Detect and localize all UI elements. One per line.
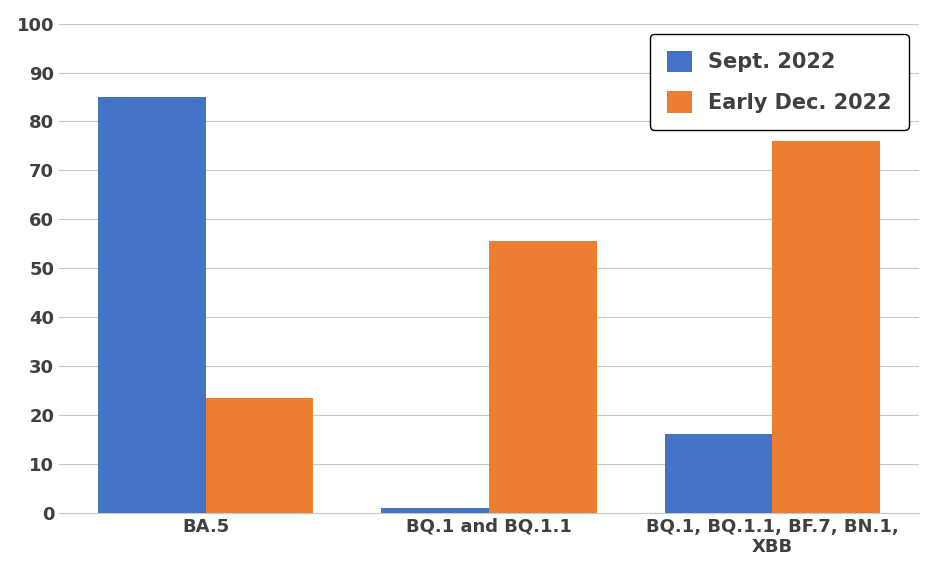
Bar bbox=[98, 97, 205, 513]
Bar bbox=[772, 141, 880, 513]
Bar bbox=[205, 398, 313, 513]
Legend: Sept. 2022, Early Dec. 2022: Sept. 2022, Early Dec. 2022 bbox=[650, 34, 909, 129]
Bar bbox=[382, 508, 489, 513]
Bar bbox=[489, 241, 597, 513]
Bar bbox=[665, 434, 772, 513]
